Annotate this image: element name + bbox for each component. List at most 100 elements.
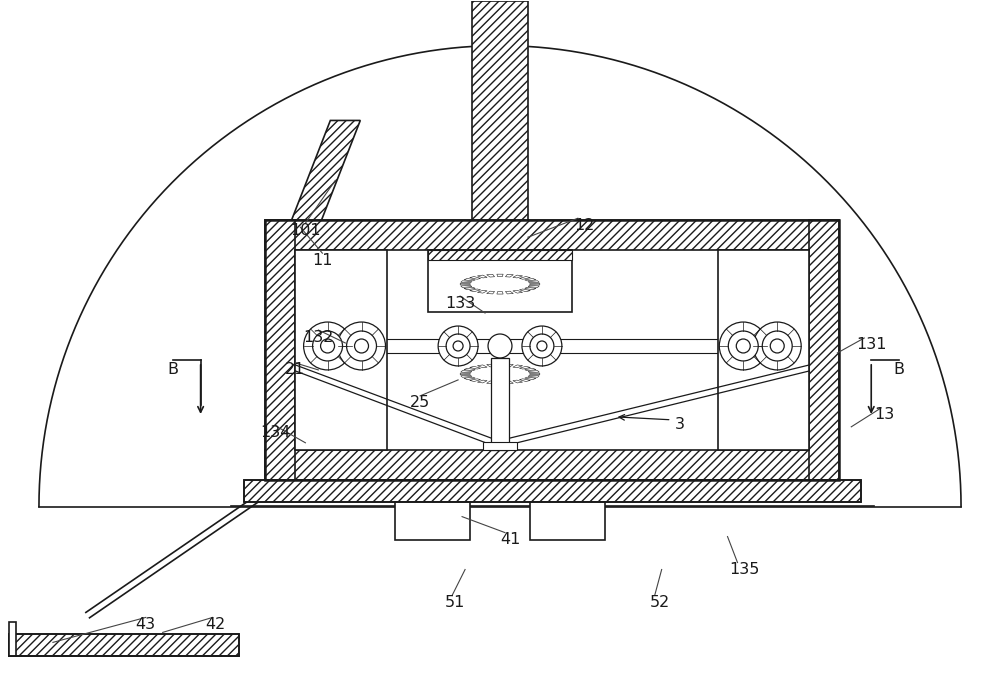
Polygon shape	[530, 284, 540, 285]
Circle shape	[313, 331, 343, 361]
Circle shape	[347, 331, 376, 361]
Polygon shape	[487, 364, 495, 367]
Polygon shape	[519, 289, 530, 292]
Bar	[491, 358, 509, 450]
Circle shape	[446, 334, 470, 358]
Polygon shape	[487, 274, 495, 277]
Text: 11: 11	[312, 252, 333, 268]
Polygon shape	[464, 369, 475, 371]
Polygon shape	[530, 373, 540, 375]
Text: 51: 51	[445, 595, 465, 610]
Bar	[9, 634, 239, 656]
Circle shape	[537, 341, 547, 351]
Polygon shape	[265, 120, 360, 287]
Bar	[483, 441, 517, 450]
Text: 52: 52	[650, 595, 670, 610]
Bar	[472, 1, 528, 287]
Text: 132: 132	[303, 329, 334, 344]
Polygon shape	[513, 365, 523, 368]
Bar	[265, 220, 839, 250]
Polygon shape	[497, 292, 503, 294]
Text: 43: 43	[136, 617, 156, 632]
Polygon shape	[464, 288, 475, 290]
Bar	[428, 250, 572, 312]
Bar	[265, 220, 295, 480]
Polygon shape	[528, 286, 539, 288]
Polygon shape	[461, 371, 472, 373]
Polygon shape	[470, 289, 481, 292]
Polygon shape	[477, 290, 487, 293]
Text: 3: 3	[675, 417, 685, 432]
Bar	[244, 480, 861, 502]
Polygon shape	[461, 281, 472, 283]
Polygon shape	[460, 284, 470, 285]
Text: 41: 41	[500, 532, 520, 547]
Bar	[9, 622, 16, 656]
Polygon shape	[505, 381, 513, 383]
Text: B: B	[167, 362, 178, 377]
Text: 135: 135	[729, 562, 760, 577]
Circle shape	[338, 322, 385, 370]
Polygon shape	[525, 369, 536, 371]
Text: 13: 13	[874, 407, 894, 423]
Bar	[530, 502, 605, 539]
Text: 131: 131	[856, 338, 886, 352]
Bar	[295, 250, 387, 450]
Circle shape	[453, 341, 463, 351]
Text: 25: 25	[410, 396, 430, 410]
Polygon shape	[528, 281, 539, 283]
Polygon shape	[477, 380, 487, 383]
Bar	[428, 250, 572, 260]
Bar	[718, 250, 809, 450]
Polygon shape	[519, 277, 530, 279]
Circle shape	[304, 322, 352, 370]
Bar	[9, 634, 239, 656]
Circle shape	[762, 331, 792, 361]
Polygon shape	[513, 380, 523, 383]
Circle shape	[321, 339, 335, 353]
Polygon shape	[460, 373, 470, 375]
Circle shape	[770, 339, 784, 353]
Bar	[265, 450, 839, 480]
Text: B: B	[894, 362, 905, 377]
Polygon shape	[505, 274, 513, 277]
Polygon shape	[461, 375, 472, 377]
Polygon shape	[477, 275, 487, 278]
Polygon shape	[470, 367, 481, 369]
Circle shape	[753, 322, 801, 370]
Circle shape	[438, 326, 478, 366]
Polygon shape	[470, 277, 481, 279]
Polygon shape	[528, 371, 539, 373]
Polygon shape	[464, 377, 475, 379]
Circle shape	[719, 322, 767, 370]
Bar	[244, 480, 861, 502]
Polygon shape	[497, 364, 503, 367]
Text: 101: 101	[290, 223, 321, 238]
Bar	[395, 502, 470, 539]
Polygon shape	[487, 381, 495, 383]
Polygon shape	[525, 288, 536, 290]
Polygon shape	[519, 379, 530, 381]
Text: 134: 134	[260, 425, 291, 440]
Polygon shape	[513, 290, 523, 293]
Circle shape	[530, 334, 554, 358]
Polygon shape	[470, 379, 481, 381]
Circle shape	[522, 326, 562, 366]
Polygon shape	[525, 279, 536, 281]
Polygon shape	[487, 291, 495, 294]
Polygon shape	[497, 274, 503, 277]
Polygon shape	[513, 275, 523, 278]
Polygon shape	[461, 286, 472, 288]
Polygon shape	[477, 365, 487, 368]
Polygon shape	[525, 377, 536, 379]
Polygon shape	[528, 375, 539, 377]
Text: 12: 12	[575, 218, 595, 233]
Text: 42: 42	[205, 617, 226, 632]
Bar	[809, 220, 839, 480]
Polygon shape	[464, 279, 475, 281]
Polygon shape	[497, 381, 503, 384]
Text: 133: 133	[445, 296, 475, 310]
Bar	[265, 220, 839, 480]
Polygon shape	[505, 291, 513, 294]
Polygon shape	[505, 364, 513, 367]
